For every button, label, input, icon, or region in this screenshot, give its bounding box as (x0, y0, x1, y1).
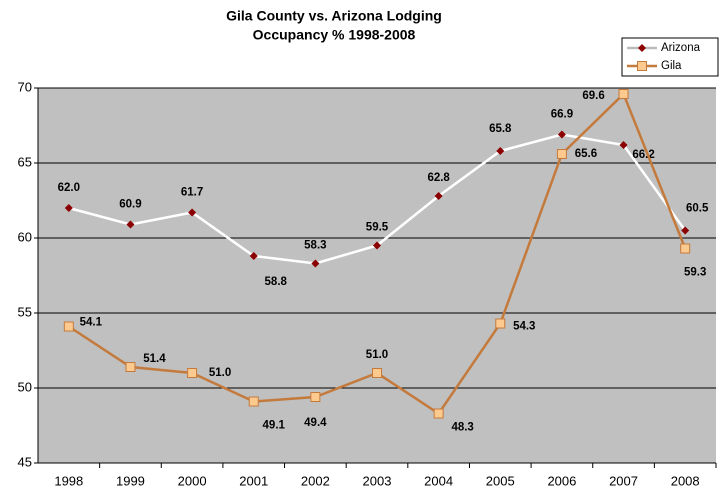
marker (372, 368, 382, 378)
data-label: 65.8 (489, 123, 512, 135)
marker (249, 252, 258, 260)
y-tick-label: 50 (18, 379, 32, 394)
data-label: 66.9 (551, 109, 573, 121)
data-label: 49.4 (304, 417, 327, 429)
chart-subtitle: Occupancy % 1998-2008 (253, 27, 416, 43)
data-label: 61.7 (181, 187, 203, 199)
marker (310, 392, 321, 402)
data-label: 69.6 (582, 90, 604, 102)
marker (681, 226, 690, 235)
legend-marker (638, 44, 646, 52)
x-tick-label: 2003 (363, 473, 392, 488)
x-tick-label: 2002 (301, 473, 330, 488)
x-tick-label: 2000 (178, 473, 207, 488)
marker (557, 130, 566, 139)
data-label: 58.3 (304, 240, 326, 252)
data-label: 65.6 (575, 148, 597, 160)
legend-marker (637, 61, 647, 71)
data-label: 59.3 (684, 267, 706, 279)
x-tick-label: 1998 (54, 473, 83, 488)
data-label: 54.3 (513, 321, 535, 333)
x-tick-label: 2004 (424, 473, 453, 488)
y-tick-label: 70 (18, 79, 32, 94)
marker (619, 141, 628, 149)
data-label: 51.0 (209, 367, 231, 379)
legend-label: Arizona (661, 42, 701, 54)
data-label: 49.1 (263, 420, 286, 432)
marker (496, 147, 505, 155)
data-label: 60.9 (119, 199, 141, 211)
marker (680, 243, 691, 254)
x-tick-label: 1999 (116, 473, 145, 488)
data-label: 54.1 (80, 317, 103, 329)
data-label: 62.0 (58, 182, 80, 194)
y-tick-label: 60 (18, 229, 32, 244)
data-label: 62.8 (427, 172, 450, 184)
x-tick-label: 2006 (547, 473, 576, 488)
marker (125, 362, 136, 372)
marker (126, 220, 135, 229)
marker (311, 259, 320, 268)
marker (618, 89, 629, 99)
data-label: 66.2 (632, 149, 654, 161)
marker (495, 318, 506, 329)
x-tick-label: 2008 (671, 473, 700, 488)
marker (556, 149, 567, 159)
y-tick-label: 55 (18, 304, 32, 319)
marker (248, 396, 259, 407)
marker (433, 408, 444, 419)
data-label: 51.4 (143, 353, 166, 365)
marker (188, 208, 197, 217)
data-label: 48.3 (451, 422, 473, 434)
plot-area (38, 88, 716, 463)
data-label: 59.5 (366, 222, 389, 234)
x-tick-label: 2007 (609, 473, 638, 488)
marker (64, 204, 73, 212)
y-tick-label: 65 (18, 154, 32, 169)
chart-title: Gila County vs. Arizona Lodging (226, 8, 442, 24)
y-tick-label: 45 (18, 454, 32, 469)
data-label: 60.5 (686, 203, 709, 215)
legend-label: Gila (661, 60, 682, 72)
data-label: 51.0 (366, 349, 388, 361)
marker (187, 368, 198, 378)
marker (63, 321, 74, 332)
x-tick-label: 2001 (239, 473, 268, 488)
data-label: 58.8 (265, 276, 288, 288)
marker (373, 241, 381, 250)
marker (434, 192, 443, 200)
x-tick-label: 2005 (486, 473, 515, 488)
